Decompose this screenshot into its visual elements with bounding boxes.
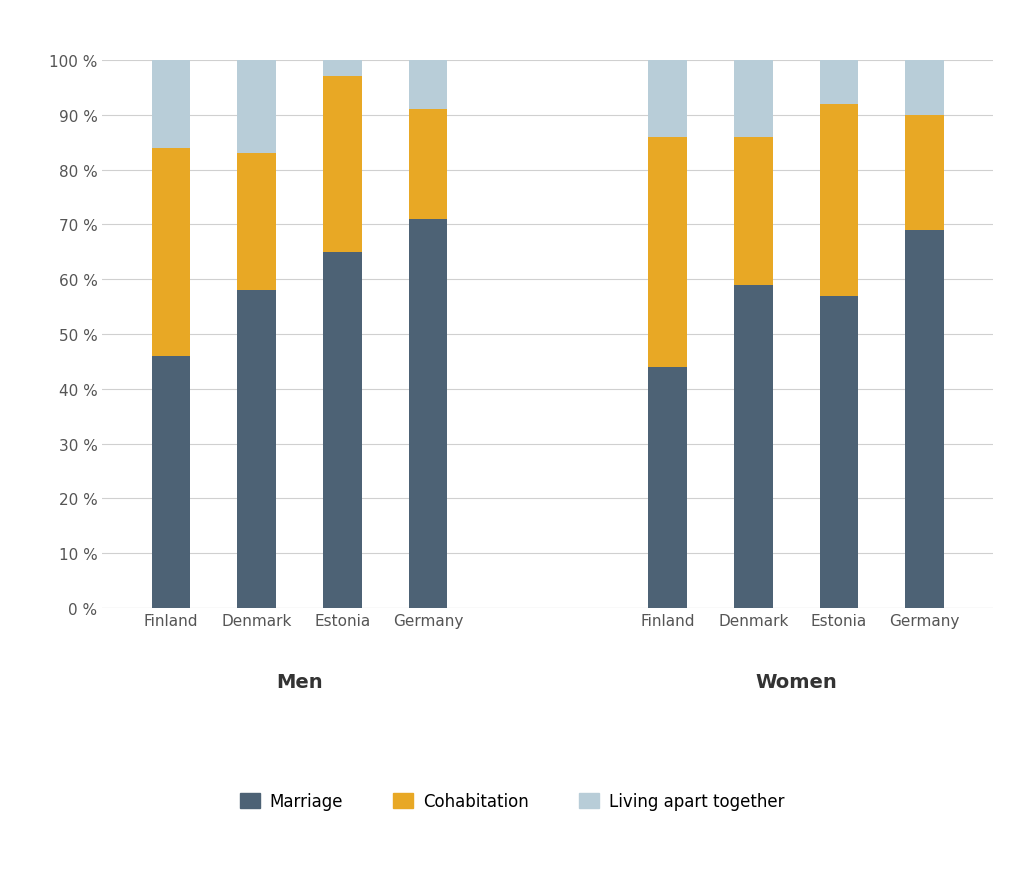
Bar [734, 61, 773, 137]
Bar [238, 291, 275, 608]
Bar [409, 220, 447, 608]
Bar [734, 137, 773, 285]
Bar [238, 61, 275, 154]
Bar [409, 61, 447, 110]
Text: Women: Women [756, 673, 838, 692]
Bar [323, 77, 361, 252]
Bar [905, 230, 944, 608]
Bar [820, 104, 858, 296]
Bar [648, 61, 687, 137]
Bar [734, 285, 773, 608]
Legend: Marriage, Cohabitation, Living apart together: Marriage, Cohabitation, Living apart tog… [232, 786, 792, 817]
Bar [648, 137, 687, 368]
Bar [323, 252, 361, 608]
Bar [409, 110, 447, 220]
Bar [905, 61, 944, 116]
Bar [152, 61, 190, 149]
Text: Men: Men [276, 673, 323, 692]
Bar [648, 368, 687, 608]
Bar [820, 61, 858, 104]
Bar [152, 356, 190, 608]
Bar [820, 296, 858, 608]
Bar [238, 154, 275, 291]
Bar [905, 116, 944, 230]
Bar [152, 149, 190, 356]
Bar [323, 61, 361, 77]
